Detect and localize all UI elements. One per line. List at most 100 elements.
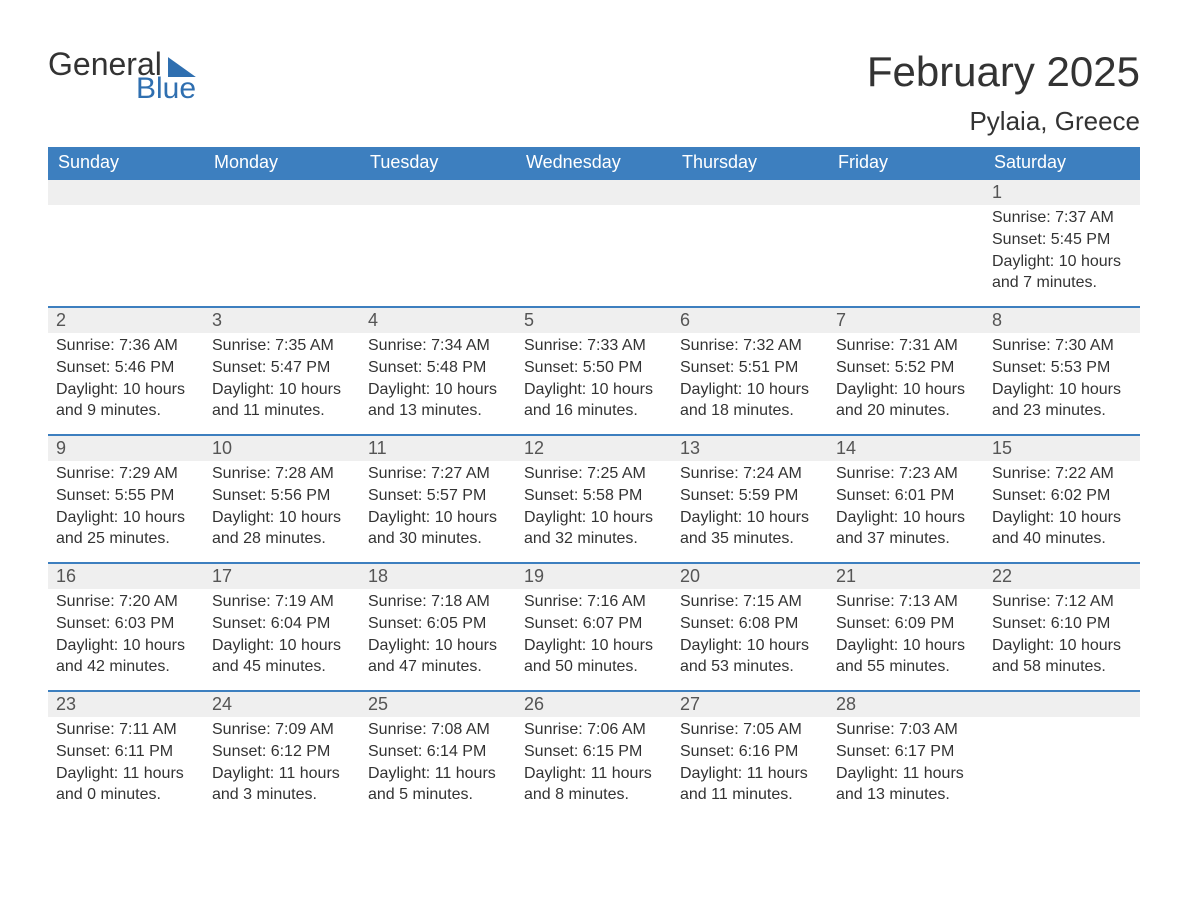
sunset-text: Sunset: 5:51 PM <box>680 358 820 379</box>
sunset-text: Sunset: 6:09 PM <box>836 614 976 635</box>
calendar-cell: 4 Sunrise: 7:34 AMSunset: 5:48 PMDaylight… <box>360 308 516 434</box>
calendar-cell: 11Sunrise: 7:27 AMSunset: 5:57 PMDayligh… <box>360 436 516 562</box>
cell-body: Sunrise: 7:28 AMSunset: 5:56 PMDaylight:… <box>204 464 360 556</box>
week-row: 2Sunrise: 7:36 AMSunset: 5:46 PMDaylight… <box>48 306 1140 434</box>
calendar-cell: 5Sunrise: 7:33 AMSunset: 5:50 PMDaylight… <box>516 308 672 434</box>
week-row: 16Sunrise: 7:20 AMSunset: 6:03 PMDayligh… <box>48 562 1140 690</box>
calendar-cell <box>204 180 360 306</box>
sunset-text: Sunset: 5:50 PM <box>524 358 664 379</box>
daylight-text: Daylight: 11 hours and 0 minutes. <box>56 764 196 806</box>
sunrise-text: Sunrise: 7:30 AM <box>992 336 1132 357</box>
day-number: 19 <box>516 564 672 589</box>
daylight-text: Daylight: 10 hours and 28 minutes. <box>212 508 352 550</box>
day-header: Wednesday <box>516 147 672 178</box>
daylight-text: Daylight: 10 hours and 35 minutes. <box>680 508 820 550</box>
cell-body: Sunrise: 7:36 AMSunset: 5:46 PMDaylight:… <box>48 336 204 428</box>
sunset-text: Sunset: 6:08 PM <box>680 614 820 635</box>
daylight-text: Daylight: 10 hours and 40 minutes. <box>992 508 1132 550</box>
day-header: Saturday <box>984 147 1140 178</box>
calendar-cell: 13Sunrise: 7:24 AMSunset: 5:59 PMDayligh… <box>672 436 828 562</box>
sunrise-text: Sunrise: 7:23 AM <box>836 464 976 485</box>
day-header: Sunday <box>48 147 204 178</box>
day-number: 24 <box>204 692 360 717</box>
sunrise-text: Sunrise: 7:15 AM <box>680 592 820 613</box>
sunset-text: Sunset: 5:48 PM <box>368 358 508 379</box>
calendar-cell: 24 Sunrise: 7:09 AMSunset: 6:12 PMDayligh… <box>204 692 360 818</box>
daylight-text: Daylight: 10 hours and 18 minutes. <box>680 380 820 422</box>
sunset-text: Sunset: 6:12 PM <box>212 742 352 763</box>
daylight-text: Daylight: 10 hours and 58 minutes. <box>992 636 1132 678</box>
daylight-text: Daylight: 11 hours and 3 minutes. <box>212 764 352 806</box>
sunset-text: Sunset: 5:58 PM <box>524 486 664 507</box>
daylight-text: Daylight: 10 hours and 20 minutes. <box>836 380 976 422</box>
sunrise-text: Sunrise: 7:18 AM <box>368 592 508 613</box>
calendar-cell <box>516 180 672 306</box>
calendar-cell: 19Sunrise: 7:16 AMSunset: 6:07 PMDayligh… <box>516 564 672 690</box>
sunrise-text: Sunrise: 7:36 AM <box>56 336 196 357</box>
daylight-text: Daylight: 10 hours and 25 minutes. <box>56 508 196 550</box>
daylight-text: Daylight: 10 hours and 23 minutes. <box>992 380 1132 422</box>
calendar-cell: 20Sunrise: 7:15 AMSunset: 6:08 PMDayligh… <box>672 564 828 690</box>
sunset-text: Sunset: 5:45 PM <box>992 230 1132 251</box>
cell-body: Sunrise: 7:35 AMSunset: 5:47 PMDaylight:… <box>204 336 360 428</box>
day-number: 1 <box>984 180 1140 205</box>
day-number: 12 <box>516 436 672 461</box>
sunrise-text: Sunrise: 7:29 AM <box>56 464 196 485</box>
day-number: 11 <box>360 436 516 461</box>
daylight-text: Daylight: 10 hours and 9 minutes. <box>56 380 196 422</box>
cell-body: Sunrise: 7:19 AMSunset: 6:04 PMDaylight:… <box>204 592 360 684</box>
sunrise-text: Sunrise: 7:34 AM <box>368 336 508 357</box>
sunset-text: Sunset: 5:46 PM <box>56 358 196 379</box>
day-number: 4 <box>360 308 516 333</box>
cell-body: Sunrise: 7:30 AMSunset: 5:53 PMDaylight:… <box>984 336 1140 428</box>
day-number: 14 <box>828 436 984 461</box>
sunrise-text: Sunrise: 7:12 AM <box>992 592 1132 613</box>
sunrise-text: Sunrise: 7:16 AM <box>524 592 664 613</box>
calendar-cell: 1Sunrise: 7:37 AMSunset: 5:45 PMDaylight… <box>984 180 1140 306</box>
sunrise-text: Sunrise: 7:11 AM <box>56 720 196 741</box>
calendar-cell: 10 Sunrise: 7:28 AMSunset: 5:56 PMDayligh… <box>204 436 360 562</box>
calendar-cell: 16Sunrise: 7:20 AMSunset: 6:03 PMDayligh… <box>48 564 204 690</box>
day-number <box>828 180 984 205</box>
header: General Blue February 2025 Pylaia, Greec… <box>48 48 1140 137</box>
calendar-cell: 9 Sunrise: 7:29 AMSunset: 5:55 PMDaylight… <box>48 436 204 562</box>
logo-word2: Blue <box>136 74 196 104</box>
daylight-text: Daylight: 11 hours and 13 minutes. <box>836 764 976 806</box>
cell-body: Sunrise: 7:09 AMSunset: 6:12 PMDaylight:… <box>204 720 360 812</box>
daylight-text: Daylight: 10 hours and 37 minutes. <box>836 508 976 550</box>
calendar-cell: 8 Sunrise: 7:30 AMSunset: 5:53 PMDaylight… <box>984 308 1140 434</box>
sunset-text: Sunset: 5:53 PM <box>992 358 1132 379</box>
calendar: SundayMondayTuesdayWednesdayThursdayFrid… <box>48 147 1140 818</box>
day-number: 5 <box>516 308 672 333</box>
calendar-cell: 26Sunrise: 7:06 AMSunset: 6:15 PMDayligh… <box>516 692 672 818</box>
sunset-text: Sunset: 5:55 PM <box>56 486 196 507</box>
cell-body: Sunrise: 7:12 AMSunset: 6:10 PMDaylight:… <box>984 592 1140 684</box>
sunrise-text: Sunrise: 7:28 AM <box>212 464 352 485</box>
daylight-text: Daylight: 10 hours and 50 minutes. <box>524 636 664 678</box>
daylight-text: Daylight: 10 hours and 47 minutes. <box>368 636 508 678</box>
calendar-cell: 3Sunrise: 7:35 AMSunset: 5:47 PMDaylight… <box>204 308 360 434</box>
day-header-row: SundayMondayTuesdayWednesdayThursdayFrid… <box>48 147 1140 178</box>
sunset-text: Sunset: 6:02 PM <box>992 486 1132 507</box>
daylight-text: Daylight: 10 hours and 11 minutes. <box>212 380 352 422</box>
calendar-cell: 22Sunrise: 7:12 AMSunset: 6:10 PMDayligh… <box>984 564 1140 690</box>
sunset-text: Sunset: 6:17 PM <box>836 742 976 763</box>
sunset-text: Sunset: 6:14 PM <box>368 742 508 763</box>
day-number: 9 <box>48 436 204 461</box>
daylight-text: Daylight: 10 hours and 32 minutes. <box>524 508 664 550</box>
sunrise-text: Sunrise: 7:37 AM <box>992 208 1132 229</box>
day-number: 10 <box>204 436 360 461</box>
calendar-cell: 25Sunrise: 7:08 AMSunset: 6:14 PMDayligh… <box>360 692 516 818</box>
cell-body: Sunrise: 7:34 AMSunset: 5:48 PMDaylight:… <box>360 336 516 428</box>
daylight-text: Daylight: 10 hours and 16 minutes. <box>524 380 664 422</box>
day-number: 8 <box>984 308 1140 333</box>
sunset-text: Sunset: 6:01 PM <box>836 486 976 507</box>
calendar-cell <box>828 180 984 306</box>
calendar-cell: 2Sunrise: 7:36 AMSunset: 5:46 PMDaylight… <box>48 308 204 434</box>
daylight-text: Daylight: 10 hours and 53 minutes. <box>680 636 820 678</box>
cell-body: Sunrise: 7:31 AMSunset: 5:52 PMDaylight:… <box>828 336 984 428</box>
calendar-cell <box>48 180 204 306</box>
day-number: 28 <box>828 692 984 717</box>
day-number <box>516 180 672 205</box>
cell-body: Sunrise: 7:13 AMSunset: 6:09 PMDaylight:… <box>828 592 984 684</box>
